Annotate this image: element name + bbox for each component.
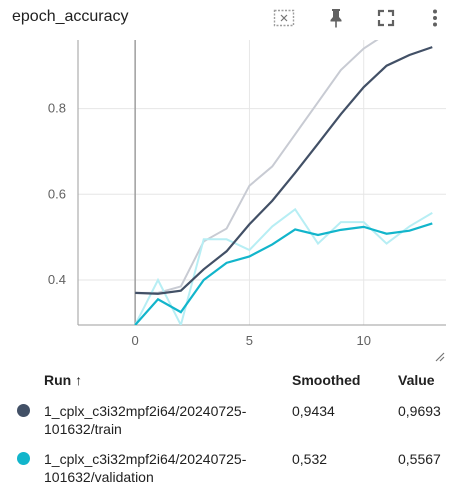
run-column-header[interactable]: Run ↑ (44, 372, 82, 388)
series-1-raw-line (134, 207, 433, 325)
smoothed-column-header[interactable]: Smoothed (292, 372, 361, 388)
value: 0,9693 (398, 403, 441, 419)
series-0-smoothed-line (135, 46, 433, 295)
chart-tick-labels: 0 5 10 0.4 0.6 0.8 (48, 101, 371, 348)
chart-toolbar (272, 6, 447, 30)
run-name-line2: 101632/train (44, 421, 122, 437)
y-tick-label: 0.4 (48, 272, 66, 287)
series-0-raw-line (135, 40, 379, 294)
chart-series (134, 40, 433, 325)
chart-grid (78, 40, 446, 325)
validation-color-dot (17, 452, 30, 465)
chart-axes (77, 40, 446, 326)
fit-domain-icon[interactable] (272, 6, 296, 30)
run-name-line1: 1_cplx_c3i32mpf2i64/20240725- (44, 403, 247, 419)
train-color-dot (17, 404, 30, 417)
pin-icon[interactable] (324, 6, 348, 30)
run-name: 1_cplx_c3i32mpf2i64/20240725- 101632/val… (44, 450, 282, 486)
x-tick-label: 10 (356, 333, 370, 348)
smoothed-value: 0,9434 (292, 403, 335, 419)
run-name-line1: 1_cplx_c3i32mpf2i64/20240725- (44, 451, 247, 467)
more-vert-icon[interactable] (423, 6, 447, 30)
value-column-header[interactable]: Value (398, 372, 435, 388)
series-1-smoothed-line (134, 222, 433, 325)
run-name: 1_cplx_c3i32mpf2i64/20240725- 101632/tra… (44, 402, 282, 438)
smoothed-value: 0,532 (292, 451, 328, 467)
run-name-line2: 101632/validation (44, 469, 154, 485)
value: 0,5567 (398, 451, 441, 467)
run-header-label: Run (44, 372, 72, 388)
resize-handle-icon[interactable] (435, 352, 445, 362)
accuracy-line-chart[interactable]: 0 5 10 0.4 0.6 0.8 (0, 40, 455, 368)
x-tick-label: 5 (246, 333, 253, 348)
fullscreen-icon[interactable] (374, 6, 398, 30)
y-tick-label: 0.6 (48, 186, 66, 201)
x-tick-label: 0 (132, 333, 139, 348)
sort-arrow-icon: ↑ (75, 372, 83, 388)
chart-title: epoch_accuracy (12, 8, 129, 25)
y-tick-label: 0.8 (48, 101, 66, 116)
